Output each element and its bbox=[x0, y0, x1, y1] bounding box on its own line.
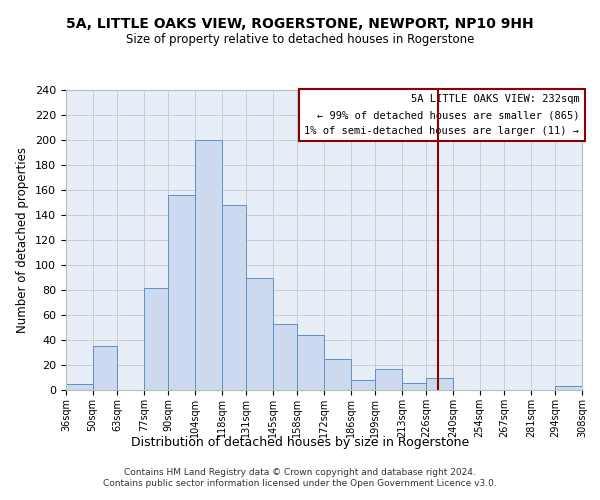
Bar bbox=[195, 140, 221, 390]
Y-axis label: Number of detached properties: Number of detached properties bbox=[16, 147, 29, 333]
Bar bbox=[350, 380, 375, 390]
Text: Size of property relative to detached houses in Rogerstone: Size of property relative to detached ho… bbox=[126, 32, 474, 46]
Bar bbox=[556, 386, 582, 390]
Bar bbox=[324, 359, 350, 390]
Bar bbox=[144, 288, 169, 390]
Text: Contains HM Land Registry data © Crown copyright and database right 2024.: Contains HM Land Registry data © Crown c… bbox=[124, 468, 476, 477]
Bar bbox=[66, 384, 92, 390]
Bar bbox=[402, 382, 427, 390]
Bar bbox=[298, 335, 324, 390]
Bar bbox=[169, 195, 195, 390]
Text: 5A LITTLE OAKS VIEW: 232sqm
← 99% of detached houses are smaller (865)
1% of sem: 5A LITTLE OAKS VIEW: 232sqm ← 99% of det… bbox=[304, 94, 580, 136]
Bar bbox=[221, 205, 246, 390]
Bar bbox=[92, 346, 117, 390]
Bar bbox=[273, 324, 298, 390]
Text: 5A, LITTLE OAKS VIEW, ROGERSTONE, NEWPORT, NP10 9HH: 5A, LITTLE OAKS VIEW, ROGERSTONE, NEWPOR… bbox=[66, 18, 534, 32]
Bar bbox=[246, 278, 273, 390]
Text: Distribution of detached houses by size in Rogerstone: Distribution of detached houses by size … bbox=[131, 436, 469, 449]
Text: Contains public sector information licensed under the Open Government Licence v3: Contains public sector information licen… bbox=[103, 480, 497, 488]
Bar bbox=[427, 378, 453, 390]
Bar bbox=[375, 369, 402, 390]
